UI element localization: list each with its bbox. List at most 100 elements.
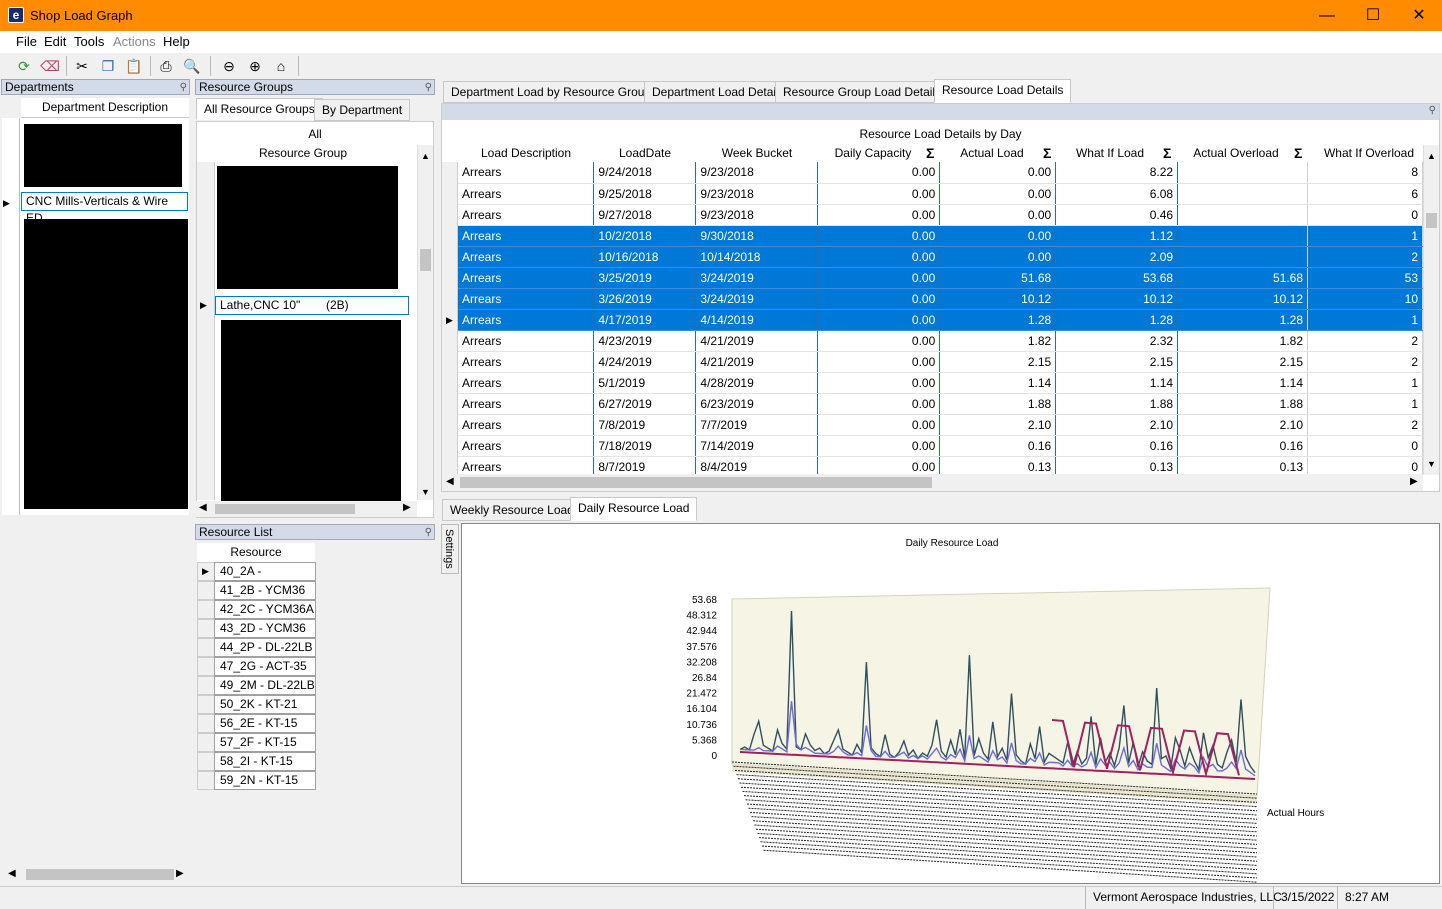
x-axis-date-labels — [742, 790, 1258, 824]
resource-groups-vscroll[interactable]: ▲ ▼ — [417, 145, 433, 500]
table-row[interactable]: Arrears 4/17/2019 4/14/2019 0.00 1.28 1.28 1.2… — [458, 309, 1423, 331]
sigma-icon[interactable]: Σ — [1043, 145, 1052, 161]
department-selected-row[interactable]: CNC Mills-Verticals & Wire ED — [21, 192, 188, 225]
sigma-icon[interactable]: Σ — [926, 145, 935, 161]
table-cell: 0.16 — [939, 435, 1057, 457]
table-cell: 4/17/2019 — [593, 309, 697, 331]
menu-edit[interactable]: Edit — [44, 34, 67, 49]
table-row[interactable]: Arrears 6/27/2019 6/23/2019 0.00 1.88 1.88 1.8… — [458, 393, 1423, 415]
col-daily-capacity[interactable]: Daily Capacity — [834, 146, 912, 160]
table-row[interactable]: Arrears 5/1/2019 4/28/2019 0.00 1.14 1.14 1.14… — [458, 372, 1423, 394]
resource-list-item[interactable]: 57_2F - KT-15 — [214, 733, 316, 752]
table-cell: 8/7/2019 — [593, 456, 697, 474]
sigma-icon[interactable]: Σ — [1163, 145, 1172, 161]
maximize-button[interactable]: ☐ — [1365, 7, 1381, 24]
resource-list-item[interactable]: 50_2K - KT-21 — [214, 695, 316, 714]
table-cell: 1 — [1307, 225, 1423, 247]
y-axis: 53.68 48.312 42.944 37.576 32.208 26.84 21.472… — [686, 595, 717, 762]
grid-hscroll[interactable]: ◀ ▶ — [442, 474, 1423, 491]
resource-groups-hscroll[interactable]: ◀ ▶ — [196, 501, 417, 517]
sigma-icon[interactable]: Σ — [1294, 145, 1303, 161]
pin-icon[interactable]: ⚲ — [424, 82, 432, 93]
table-row[interactable]: Arrears 7/8/2019 7/7/2019 0.00 2.10 2.10 2.10 2 — [458, 414, 1423, 436]
table-row[interactable]: Arrears 3/26/2019 3/24/2019 0.00 10.12 10.12 1… — [458, 288, 1423, 310]
resource-list-item[interactable]: 56_2E - KT-15 — [214, 714, 316, 733]
table-row[interactable]: Arrears 10/16/2018 10/14/2018 0.00 0.00 2.09 2 — [458, 246, 1423, 268]
table-cell: 0.00 — [817, 309, 941, 331]
row-indicator: ▶ — [197, 562, 215, 581]
tab-department-load-detail[interactable]: Department Load Detail — [644, 81, 787, 103]
col-actual-load[interactable]: Actual Load — [960, 146, 1024, 160]
resource-list-item[interactable]: 47_2G - ACT-35 — [214, 657, 316, 676]
table-cell: 2.10 — [1177, 414, 1309, 436]
tab-by-department[interactable]: By Department — [314, 99, 411, 121]
print-preview-icon[interactable]: 🔍 — [183, 58, 201, 74]
tab-resource-group-load-details[interactable]: Resource Group Load Details — [775, 81, 950, 103]
tab-daily-resource-load[interactable]: Daily Resource Load — [570, 497, 698, 521]
col-actual-overload[interactable]: Actual Overload — [1193, 146, 1279, 160]
tab-weekly-resource-load[interactable]: Weekly Resource Load — [442, 499, 582, 521]
tab-all-resource-groups[interactable]: All Resource Groups — [196, 98, 323, 120]
table-cell: 1 — [1307, 309, 1423, 331]
col-week-bucket[interactable]: Week Bucket — [721, 146, 793, 160]
table-row[interactable]: Arrears 9/27/2018 9/23/2018 0.00 0.00 0.46 0 — [458, 204, 1423, 226]
table-cell: 10 — [1307, 288, 1423, 310]
table-row[interactable]: Arrears 9/25/2018 9/23/2018 0.00 0.00 6.08 6 — [458, 183, 1423, 205]
home-icon[interactable]: ⌂ — [276, 58, 286, 74]
resource-group-column-header[interactable]: Resource Group — [258, 146, 348, 160]
copy-icon[interactable]: ❐ — [101, 58, 115, 74]
eraser-icon[interactable]: ⌫ — [40, 58, 60, 74]
table-cell: 0.00 — [817, 330, 941, 352]
close-button[interactable]: ✕ — [1412, 7, 1426, 24]
back-icon[interactable]: ⊖ — [223, 58, 235, 74]
minimize-button[interactable]: — — [1319, 7, 1335, 24]
table-cell: 10.12 — [1055, 288, 1179, 310]
menu-tools[interactable]: Tools — [74, 34, 105, 49]
resource-group-selected-row[interactable]: Lathe,CNC 10" (2B) — [215, 296, 409, 315]
resource-list-item[interactable]: 49_2M - DL-22LB — [214, 676, 316, 695]
resource-list-item[interactable]: 42_2C - YCM36A — [214, 600, 316, 619]
resource-list-item[interactable]: 59_2N - KT-15 — [214, 771, 316, 790]
resource-group-filter[interactable]: All — [308, 127, 322, 141]
col-load-description[interactable]: Load Description — [480, 146, 572, 160]
resource-list-item[interactable]: 43_2D - YCM36 — [214, 619, 316, 638]
settings-side-tab[interactable]: Settings — [441, 524, 459, 574]
table-cell: 9/25/2018 — [593, 183, 697, 205]
menu-file[interactable]: File — [16, 34, 37, 49]
resource-list-item[interactable]: 44_2P - DL-22LB — [214, 638, 316, 657]
col-what-if-overload[interactable]: What If Overload — [1323, 146, 1415, 160]
pin-icon[interactable]: ⚲ — [179, 82, 187, 93]
menu-help[interactable]: Help — [163, 34, 190, 49]
table-row[interactable]: Arrears 7/18/2019 7/14/2019 0.00 0.16 0.16 0.1… — [458, 435, 1423, 457]
table-row[interactable]: Arrears 3/25/2019 3/24/2019 0.00 51.68 53.68 5… — [458, 267, 1423, 289]
table-row[interactable]: Arrears 8/7/2019 8/4/2019 0.00 0.13 0.13 0.13 0 — [458, 456, 1423, 474]
print-icon[interactable]: ⎙ — [160, 58, 172, 74]
resource-list-item[interactable]: 40_2A - YCM36W — [214, 562, 316, 595]
resource-list-item[interactable]: 41_2B - YCM36 — [214, 581, 316, 600]
pin-icon[interactable]: ⚲ — [1428, 105, 1436, 116]
paste-icon[interactable]: 📋 — [125, 58, 143, 74]
col-load-date[interactable]: LoadDate — [618, 146, 672, 160]
table-cell: 0.16 — [1055, 435, 1179, 457]
table-cell: 1.88 — [939, 393, 1057, 415]
grid-vscroll[interactable]: ▲ ▼ — [1423, 145, 1439, 475]
table-row[interactable]: Arrears 10/2/2018 9/30/2018 0.00 0.00 1.12 1 — [458, 225, 1423, 247]
cut-icon[interactable]: ✂ — [76, 58, 88, 74]
table-row[interactable]: Arrears 4/23/2019 4/21/2019 0.00 1.82 2.32 1.8… — [458, 330, 1423, 352]
forward-icon[interactable]: ⊕ — [249, 58, 261, 74]
table-cell: Arrears — [458, 204, 595, 226]
table-row[interactable]: Arrears 4/24/2019 4/21/2019 0.00 2.15 2.15 2.1… — [458, 351, 1423, 373]
departments-hscroll[interactable]: ◀ ▶ — [4, 866, 188, 883]
redacted-block — [24, 219, 188, 509]
table-cell: 0.00 — [817, 456, 941, 474]
department-column-header[interactable]: Department Description — [21, 98, 189, 118]
tab-resource-load-details[interactable]: Resource Load Details — [934, 79, 1072, 103]
menu-actions[interactable]: Actions — [113, 34, 156, 49]
tab-department-load-by-resource-group[interactable]: Department Load by Resource Group — [443, 81, 660, 103]
refresh-icon[interactable]: ⟳ — [18, 58, 30, 74]
col-what-if-load[interactable]: What If Load — [1075, 146, 1145, 160]
resource-list-item[interactable]: 58_2I - KT-15 — [214, 752, 316, 771]
pin-icon[interactable]: ⚲ — [424, 527, 432, 538]
table-row[interactable]: Arrears 9/24/2018 9/23/2018 0.00 0.00 8.22 8 — [458, 162, 1423, 184]
resource-column-header[interactable]: Resource — [197, 543, 315, 562]
